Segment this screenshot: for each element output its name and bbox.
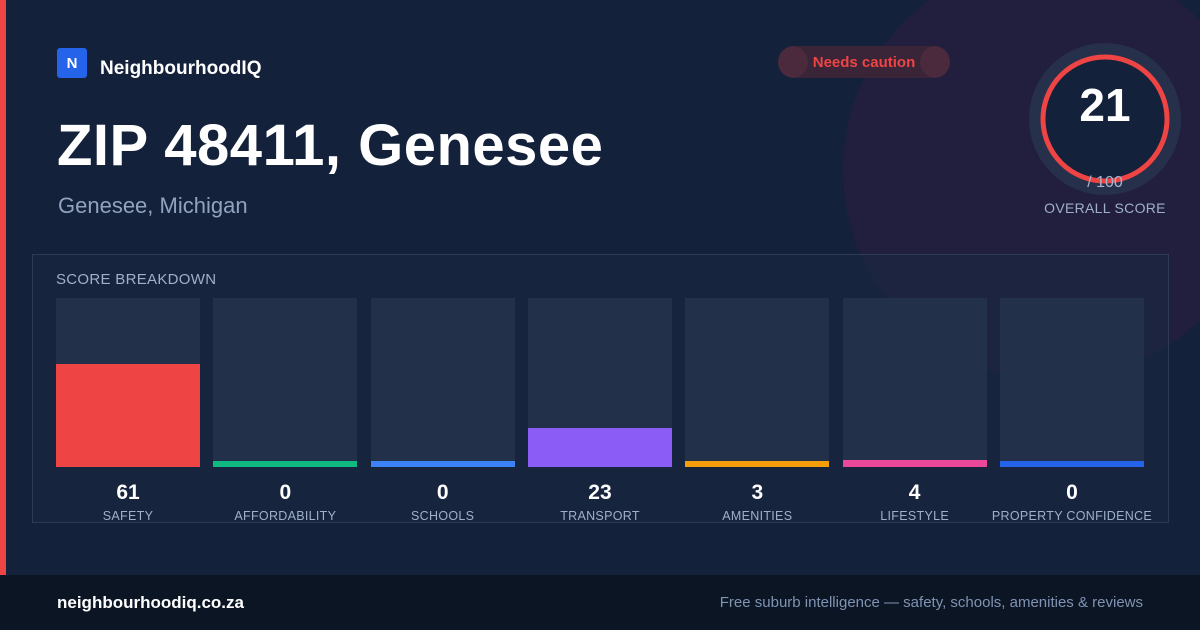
brand[interactable]: N NeighbourhoodIQ [57, 46, 261, 80]
bar-value: 23 [588, 481, 612, 504]
bar-track [842, 298, 987, 467]
bar-label: AMENITIES [722, 509, 793, 523]
footer-tagline: Free suburb intelligence — safety, schoo… [719, 594, 1143, 611]
bar-fill [56, 363, 200, 467]
footer: neighbourhoodiq.co.za Free suburb intell… [0, 575, 1200, 630]
bar-value: 61 [116, 481, 140, 504]
score-bar-lifestyle: 4 LIFESTYLE [842, 298, 987, 523]
bar-fill [213, 461, 358, 467]
bar-label: SCHOOLS [411, 509, 475, 523]
bar-value: 4 [908, 481, 921, 504]
page-subtitle: Genesee, Michigan [58, 193, 248, 218]
bar-track [370, 298, 515, 467]
score-bar-safety: 61 SAFETY [56, 298, 200, 523]
overall-score-label: OVERALL SCORE [1044, 200, 1166, 216]
footer-url-link[interactable]: neighbourhoodiq.co.za [57, 593, 244, 612]
score-bar-schools: 0 SCHOOLS [370, 298, 515, 523]
status-badge: Needs caution [778, 46, 950, 78]
bar-value: 3 [751, 481, 764, 504]
bar-label: PROPERTY CONFIDENCE [991, 509, 1153, 523]
bar-fill [370, 461, 515, 467]
bar-label: SAFETY [102, 509, 154, 523]
score-ring-icon [1029, 43, 1181, 195]
bar-track [999, 298, 1144, 467]
bar-fill [685, 461, 830, 467]
page-title: ZIP 48411, Genesee [57, 113, 604, 178]
bar-fill [842, 460, 987, 467]
status-badge-text: Needs caution [812, 53, 916, 71]
bar-track [56, 298, 200, 467]
accent-bar [0, 0, 6, 575]
share-card: N NeighbourhoodIQ Needs caution ZIP 4841… [0, 0, 1200, 575]
score-bar-transport: 23 TRANSPORT [527, 298, 672, 523]
overall-score-max: / 100 [1087, 174, 1123, 191]
bar-track [685, 298, 830, 467]
brand-name: NeighbourhoodIQ [100, 58, 262, 79]
bar-label: AFFORDABILITY [234, 509, 337, 523]
bar-value: 0 [1066, 481, 1078, 504]
score-bar-property-confidence: 0 PROPERTY CONFIDENCE [992, 298, 1152, 523]
bar-label: LIFESTYLE [880, 509, 949, 523]
bar-value: 0 [436, 481, 449, 504]
score-breakdown-bars: 61 SAFETY 0 AFFORDABILITY 0 SCHOOLS 23 TRANSPOR… [56, 298, 1152, 523]
overall-score-value: 21 [1079, 79, 1131, 131]
bar-track [527, 298, 672, 467]
score-breakdown-title: SCORE BREAKDOWN [56, 271, 217, 288]
bar-value: 0 [279, 481, 292, 504]
score-bar-amenities: 3 AMENITIES [685, 298, 830, 523]
bar-track [213, 298, 358, 467]
bar-fill [999, 461, 1144, 467]
score-bar-affordability: 0 AFFORDABILITY [213, 298, 358, 523]
bar-label: TRANSPORT [560, 509, 640, 523]
overall-score-ring: 21 / 100 [1028, 42, 1182, 196]
brand-logo-icon: N [57, 48, 87, 78]
bar-fill [527, 428, 672, 467]
